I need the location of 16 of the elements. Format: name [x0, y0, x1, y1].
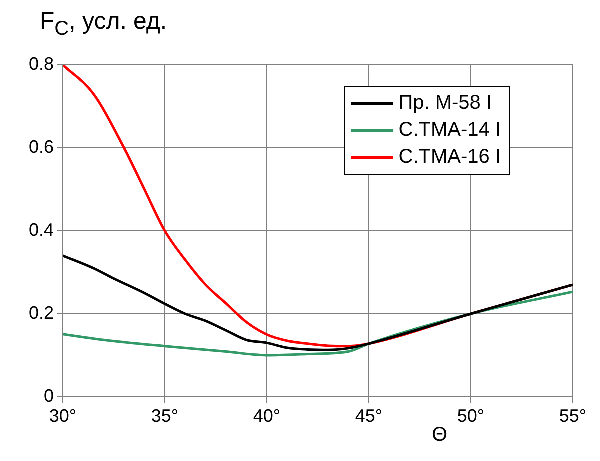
legend-label: С.ТМА-14 I [398, 118, 501, 143]
x-tick-label: 40° [253, 406, 281, 426]
y-tick-label: 0.8 [28, 54, 54, 74]
legend-label: Пр. М-58 I [398, 91, 492, 116]
x-tick-label: 45° [355, 406, 383, 426]
y-axis-title: F$_{C}$, усл. ед. [40, 8, 168, 41]
y-tick-label: 0.4 [28, 220, 54, 240]
y-tick-label: 0 [44, 386, 54, 406]
y-tick-label: 0.6 [28, 136, 54, 157]
legend-label: С.ТМА-16 I [398, 145, 501, 170]
x-tick-label: 55° [559, 406, 587, 426]
x-tick-label: 50° [457, 406, 485, 426]
x-tick-label: 30° [49, 406, 77, 426]
y-tick-label: 0.2 [28, 302, 54, 323]
x-axis-title: Θ [432, 424, 448, 447]
x-tick-label: 35° [151, 406, 179, 426]
